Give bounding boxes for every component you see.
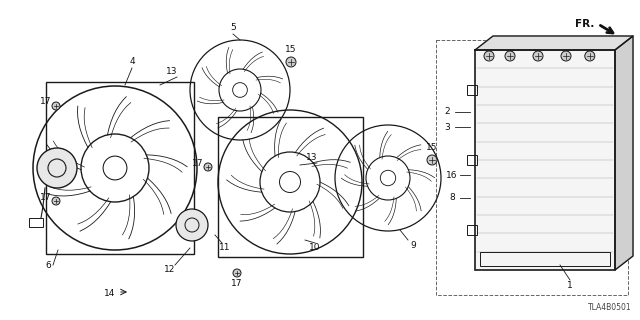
Bar bbox=[218, 117, 363, 257]
Text: 13: 13 bbox=[166, 68, 178, 76]
Text: 17: 17 bbox=[40, 193, 52, 202]
Circle shape bbox=[533, 51, 543, 61]
Circle shape bbox=[204, 163, 212, 171]
Text: 3: 3 bbox=[444, 123, 450, 132]
Text: 5: 5 bbox=[230, 23, 236, 33]
Text: 8: 8 bbox=[449, 194, 455, 203]
Text: 17: 17 bbox=[231, 278, 243, 287]
Text: 15: 15 bbox=[426, 143, 438, 153]
Circle shape bbox=[52, 197, 60, 205]
Circle shape bbox=[286, 57, 296, 67]
Text: 15: 15 bbox=[285, 45, 297, 54]
Circle shape bbox=[561, 51, 571, 61]
Bar bbox=[467, 84, 477, 95]
Circle shape bbox=[52, 102, 60, 110]
Bar bbox=[480, 252, 610, 266]
Text: TLA4B0501: TLA4B0501 bbox=[588, 303, 632, 312]
Text: 10: 10 bbox=[309, 244, 321, 252]
Bar bbox=[436, 40, 628, 295]
Bar bbox=[467, 225, 477, 236]
Text: 17: 17 bbox=[192, 158, 204, 167]
Bar bbox=[475, 50, 615, 270]
Text: 4: 4 bbox=[129, 58, 135, 67]
Text: 12: 12 bbox=[164, 266, 176, 275]
Bar bbox=[29, 218, 43, 227]
Circle shape bbox=[233, 269, 241, 277]
Text: 14: 14 bbox=[104, 289, 116, 298]
Polygon shape bbox=[475, 36, 633, 50]
Bar bbox=[467, 155, 477, 165]
Bar bbox=[46, 82, 194, 254]
Text: 16: 16 bbox=[446, 171, 458, 180]
Circle shape bbox=[427, 155, 437, 165]
Circle shape bbox=[585, 51, 595, 61]
Text: 1: 1 bbox=[567, 281, 573, 290]
Text: FR.: FR. bbox=[575, 19, 594, 29]
Circle shape bbox=[484, 51, 494, 61]
Text: 6: 6 bbox=[45, 260, 51, 269]
Text: 13: 13 bbox=[307, 154, 317, 163]
Text: 17: 17 bbox=[40, 98, 52, 107]
Text: 11: 11 bbox=[220, 244, 231, 252]
Circle shape bbox=[37, 148, 77, 188]
Text: 9: 9 bbox=[410, 241, 416, 250]
Text: 2: 2 bbox=[444, 108, 450, 116]
Circle shape bbox=[505, 51, 515, 61]
Circle shape bbox=[176, 209, 208, 241]
Polygon shape bbox=[615, 36, 633, 270]
